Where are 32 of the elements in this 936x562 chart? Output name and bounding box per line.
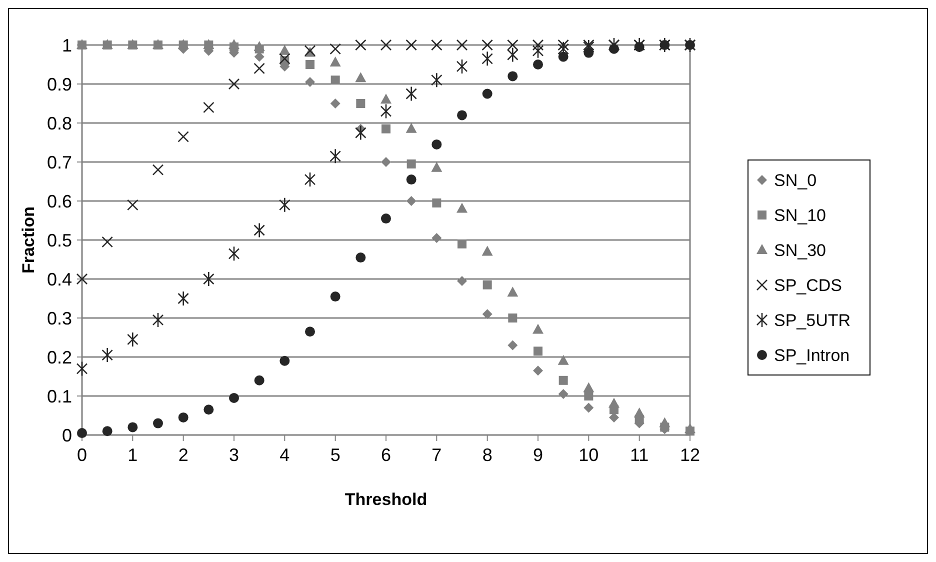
x-tick-label: 4 (280, 445, 290, 465)
y-tick-label: 0.3 (46, 308, 72, 328)
x-tick-label: 12 (680, 445, 700, 465)
x-tick-label: 0 (76, 445, 88, 465)
x-tick-label: 8 (482, 445, 492, 465)
x-tick-label: 2 (178, 445, 188, 465)
y-axis-title: Fraction (19, 206, 38, 274)
y-tick-label: 0.2 (46, 347, 72, 368)
legend-label: SN_10 (774, 206, 826, 225)
y-tick-label: 0.5 (46, 230, 72, 250)
y-tick-label: 0.8 (46, 113, 72, 134)
x-tick-label: 5 (330, 445, 340, 465)
x-tick-label: 3 (228, 445, 240, 465)
y-tick-label: 0.6 (46, 191, 72, 212)
legend-label: SP_5UTR (774, 310, 851, 330)
legend-label: SN_30 (774, 240, 826, 260)
y-tick-label: 0.9 (46, 74, 72, 94)
x-tick-label: 9 (532, 445, 544, 465)
x-axis-title: Threshold (344, 490, 428, 509)
legend-label: SN_0 (774, 170, 817, 190)
y-tick-label: 0.7 (46, 152, 72, 172)
x-tick-label: 10 (578, 445, 599, 465)
y-tick-label: 1 (62, 35, 72, 56)
legend-label: SP_CDS (774, 276, 842, 295)
x-tick-label: 6 (380, 445, 392, 465)
x-tick-label: 7 (432, 445, 442, 465)
legend-label: SP_Intron (774, 346, 850, 365)
x-tick-label: 1 (128, 445, 138, 465)
y-tick-label: 0.1 (46, 386, 72, 406)
y-tick-label: 0 (62, 425, 72, 446)
x-tick-label: 11 (630, 445, 649, 465)
y-tick-label: 0.4 (46, 269, 72, 290)
